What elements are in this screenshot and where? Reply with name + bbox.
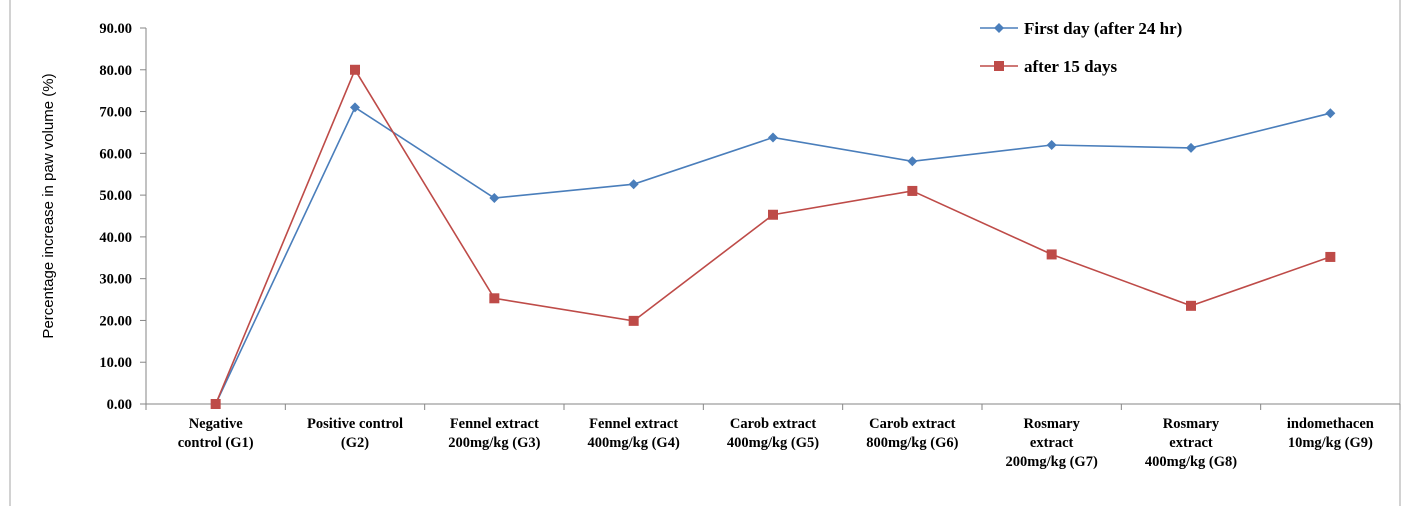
data-point-square xyxy=(350,64,360,75)
x-tick-label-line: Rosmary xyxy=(1163,416,1220,432)
x-tick-label-line: Positive control xyxy=(307,416,403,432)
data-point-diamond xyxy=(489,193,500,204)
y-axis-title: Percentage increase in paw volume (%) xyxy=(40,73,57,338)
y-tick-label: 70.00 xyxy=(99,105,132,121)
x-tick-label: Fennel extract 200mg/kg (G3) xyxy=(448,416,540,451)
y-tick-label: 0.00 xyxy=(107,397,132,413)
data-point-square xyxy=(768,209,778,220)
y-tick-label: 60.00 xyxy=(99,146,132,162)
legend-label: First day (after 24 hr) xyxy=(1024,19,1182,38)
data-point-square xyxy=(907,185,918,196)
x-tick-label-line: 200mg/kg (G7) xyxy=(1006,454,1098,470)
legend-marker-square xyxy=(994,61,1004,71)
x-tick-label-line: 200mg/kg (G3) xyxy=(448,435,540,451)
data-point-diamond xyxy=(907,156,918,167)
x-tick-label-line: indomethacen xyxy=(1287,416,1374,432)
data-point-diamond xyxy=(1186,142,1196,153)
data-point-square xyxy=(489,293,500,304)
data-point-diamond xyxy=(1325,108,1336,119)
y-tick-label: 20.00 xyxy=(99,313,132,329)
y-tick-label: 80.00 xyxy=(99,63,132,79)
y-tick-label: 30.00 xyxy=(99,272,132,288)
x-tick-label-line: extract xyxy=(1169,435,1213,451)
x-tick-label-line: (G2) xyxy=(341,435,369,451)
data-point-diamond xyxy=(1046,139,1057,150)
x-tick-label-line: 800mg/kg (G6) xyxy=(866,435,958,451)
x-tick-label: indomethacen 10mg/kg (G9) xyxy=(1287,416,1374,451)
x-tick-label-line: 400mg/kg (G4) xyxy=(588,435,680,451)
x-tick-label-line: control (G1) xyxy=(178,435,254,451)
y-tick-label: 40.00 xyxy=(99,230,132,246)
data-point-square xyxy=(210,399,221,409)
data-point-diamond xyxy=(628,179,639,190)
x-tick-label: Carob extract 800mg/kg (G6) xyxy=(866,416,958,451)
y-tick-label: 90.00 xyxy=(99,21,132,37)
data-point-diamond xyxy=(350,102,360,113)
x-axis-ticks: Negative control (G1) Positive control (G2)… xyxy=(145,404,1401,470)
x-tick-label: Rosmary extract 200mg/kg (G7) xyxy=(1006,416,1098,470)
y-axis-title-group: Percentage increase in paw volume (%) xyxy=(40,73,57,338)
x-tick-label-line: 400mg/kg (G5) xyxy=(727,435,819,451)
x-tick-label: Fennel extract 400mg/kg (G4) xyxy=(588,416,680,451)
x-tick-label-line: 10mg/kg (G9) xyxy=(1288,435,1373,451)
x-tick-label-line: 400mg/kg (G8) xyxy=(1145,454,1237,470)
x-tick-label-line: Carob extract xyxy=(869,416,955,432)
x-tick-label-line: Rosmary xyxy=(1023,416,1080,432)
x-tick-label: Rosmary extract 400mg/kg (G8) xyxy=(1145,416,1237,470)
y-axis-ticks: 0.00 10.00 20.00 30.00 40.00 50.00 60.00 70.00 8… xyxy=(99,21,146,413)
legend: First day (after 24 hr) after 15 days xyxy=(980,19,1182,76)
y-tick-label: 10.00 xyxy=(99,355,132,371)
x-tick-label-line: Fennel extract xyxy=(450,416,539,432)
x-tick-label-line: Negative xyxy=(189,416,244,432)
data-point-square xyxy=(1325,251,1336,262)
x-tick-label-line: extract xyxy=(1030,435,1074,451)
y-tick-label: 50.00 xyxy=(99,188,132,204)
x-tick-label-line: Carob extract xyxy=(730,416,816,432)
legend-marker-diamond xyxy=(994,23,1004,33)
x-tick-label: Negative control (G1) xyxy=(178,416,254,451)
x-tick-label: Carob extract 400mg/kg (G5) xyxy=(727,416,819,451)
series-group xyxy=(210,64,1336,409)
data-point-square xyxy=(628,315,639,326)
data-point-square xyxy=(1186,300,1196,311)
x-tick-label: Positive control (G2) xyxy=(307,416,403,451)
x-tick-label-line: Fennel extract xyxy=(589,416,678,432)
data-point-square xyxy=(1046,249,1057,260)
data-point-diamond xyxy=(768,132,778,143)
axes xyxy=(145,28,1400,405)
legend-label: after 15 days xyxy=(1024,57,1118,76)
